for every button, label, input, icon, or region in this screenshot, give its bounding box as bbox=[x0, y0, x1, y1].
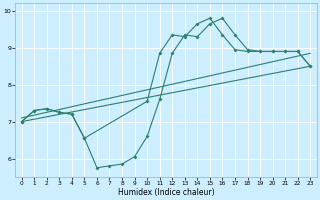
X-axis label: Humidex (Indice chaleur): Humidex (Indice chaleur) bbox=[118, 188, 214, 197]
